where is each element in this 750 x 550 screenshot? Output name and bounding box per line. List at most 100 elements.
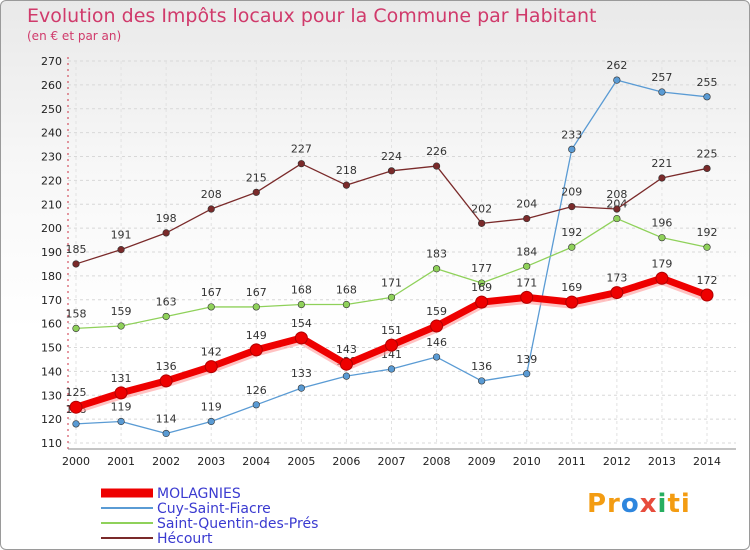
data-point — [703, 93, 711, 101]
data-label: 125 — [66, 386, 87, 399]
data-label: 204 — [606, 198, 627, 211]
data-point — [342, 300, 351, 309]
data-point — [613, 205, 621, 213]
y-tick-label: 210 — [41, 198, 62, 211]
legend-label: Hécourt — [157, 531, 213, 547]
data-label: 255 — [697, 76, 718, 89]
data-label: 131 — [111, 372, 132, 385]
data-point — [72, 420, 80, 428]
data-label: 159 — [426, 305, 447, 318]
data-label: 209 — [561, 186, 582, 199]
data-point — [249, 343, 263, 357]
data-label: 192 — [561, 226, 582, 239]
data-label: 139 — [516, 353, 537, 366]
data-point — [162, 429, 170, 438]
data-label: 168 — [291, 284, 312, 297]
data-label: 218 — [336, 164, 357, 177]
y-tick-label: 150 — [41, 342, 62, 355]
data-label: 225 — [697, 147, 718, 160]
data-point — [568, 145, 576, 153]
data-point — [72, 324, 80, 333]
data-point — [387, 365, 396, 373]
data-label: 192 — [697, 226, 718, 239]
data-label: 185 — [66, 243, 87, 256]
data-label: 226 — [426, 145, 447, 158]
data-label: 163 — [156, 295, 177, 308]
x-tick-label: 2002 — [152, 455, 180, 468]
logo-part: o — [620, 489, 640, 519]
x-tick-label: 2009 — [468, 455, 496, 468]
data-point — [703, 243, 711, 251]
data-label: 262 — [606, 59, 627, 72]
data-label: 149 — [246, 329, 267, 342]
data-point — [655, 271, 669, 285]
data-point — [252, 401, 260, 409]
data-label: 133 — [291, 367, 312, 380]
data-label: 171 — [516, 276, 537, 289]
data-point — [117, 246, 125, 254]
data-label: 224 — [381, 150, 402, 163]
legend-label: Saint-Quentin-des-Prés — [157, 516, 318, 532]
data-point — [613, 214, 621, 223]
data-point — [297, 160, 305, 168]
y-tick-label: 230 — [41, 151, 62, 164]
data-point — [387, 167, 396, 175]
data-point — [114, 386, 128, 400]
data-label: 215 — [246, 171, 267, 184]
data-label: 198 — [156, 212, 177, 225]
data-point — [478, 279, 486, 287]
y-tick-label: 260 — [41, 79, 62, 92]
data-label: 233 — [561, 128, 582, 141]
data-point — [475, 295, 489, 309]
data-label: 158 — [66, 307, 87, 320]
data-label: 172 — [697, 274, 718, 287]
data-point — [610, 286, 624, 300]
data-point — [658, 88, 666, 96]
data-point — [523, 370, 531, 378]
legend-label: Cuy-Saint-Fiacre — [157, 501, 271, 517]
data-point — [207, 205, 215, 213]
y-tick-label: 240 — [41, 127, 62, 140]
data-point — [117, 322, 125, 330]
data-point — [432, 162, 441, 170]
data-point — [69, 400, 83, 414]
data-point — [72, 260, 80, 268]
x-tick-label: 2011 — [558, 455, 586, 468]
data-point — [342, 372, 351, 380]
data-point — [568, 243, 576, 251]
x-tick-label: 2000 — [62, 455, 90, 468]
data-point — [294, 331, 308, 345]
y-tick-label: 180 — [41, 270, 62, 283]
x-tick-label: 2005 — [287, 455, 315, 468]
x-tick-label: 2004 — [242, 455, 270, 468]
data-label: 119 — [111, 401, 132, 414]
logo-part: x — [639, 489, 658, 519]
chart-title: Evolution des Impôts locaux pour la Comm… — [27, 5, 597, 27]
data-label: 221 — [651, 157, 672, 170]
data-point — [342, 181, 351, 189]
data-point — [252, 303, 260, 311]
data-point — [162, 312, 170, 321]
data-point — [432, 265, 441, 273]
data-label: 183 — [426, 248, 447, 261]
data-label: 169 — [561, 281, 582, 294]
data-label: 143 — [336, 343, 357, 356]
data-label: 167 — [246, 286, 267, 299]
data-label: 146 — [426, 336, 447, 349]
chart-subtitle: (en € et par an) — [27, 29, 122, 43]
data-label: 159 — [111, 305, 132, 318]
data-point — [568, 203, 576, 211]
y-tick-label: 200 — [41, 222, 62, 235]
data-point — [162, 229, 170, 237]
data-point — [207, 417, 215, 426]
x-tick-label: 2006 — [332, 455, 360, 468]
data-label: 168 — [336, 284, 357, 297]
data-label: 204 — [516, 198, 537, 211]
data-label: 126 — [246, 384, 267, 397]
legend-label: MOLAGNIES — [157, 486, 241, 502]
data-point — [658, 174, 666, 182]
x-tick-label: 2001 — [107, 455, 135, 468]
y-tick-label: 220 — [41, 174, 62, 187]
data-label: 184 — [516, 245, 537, 258]
